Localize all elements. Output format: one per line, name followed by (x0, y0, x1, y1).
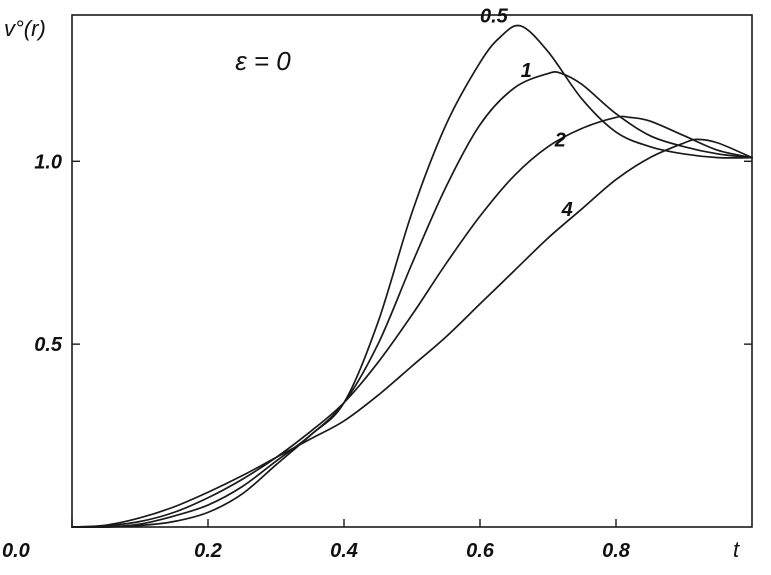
series-line-4 (71, 138, 753, 528)
series-label-2: 2 (554, 130, 566, 152)
plot-frame-layer (71, 14, 753, 528)
x-tick-label: 0.8 (602, 540, 631, 562)
x-tick-label: 0.6 (466, 540, 495, 562)
y-tick-label: 0.5 (34, 334, 63, 356)
series-line-2 (71, 115, 753, 528)
x-tick-label: 0.4 (330, 540, 358, 562)
label-layer: v°(r) t ε = 0 0.5 1 2 4 (4, 5, 740, 562)
epsilon-annotation: ε = 0 (235, 46, 291, 76)
x-axis-label: t (733, 537, 740, 562)
series-line-0-5 (71, 24, 753, 528)
y-axis-label: v°(r) (4, 16, 46, 41)
x-tick-label: 0.2 (194, 540, 222, 562)
series-line-1 (71, 71, 753, 529)
series-label-0-5: 0.5 (480, 5, 509, 27)
plot-frame (71, 14, 753, 528)
tick-layer: 0.0 0.2 0.4 0.6 0.8 0.5 1.0 (2, 151, 752, 562)
series-label-1: 1 (521, 60, 532, 82)
series-layer (71, 24, 753, 529)
y-tick-label: 1.0 (34, 151, 62, 173)
x-tick-label: 0.0 (2, 540, 30, 562)
series-label-4: 4 (561, 199, 573, 221)
